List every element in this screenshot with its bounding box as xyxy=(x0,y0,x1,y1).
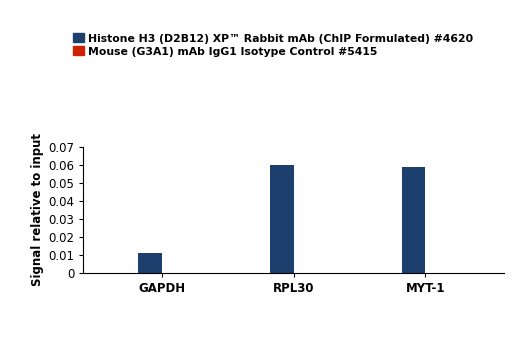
Bar xyxy=(402,167,425,273)
Bar xyxy=(138,253,162,273)
Legend: Histone H3 (D2B12) XP™ Rabbit mAb (ChIP Formulated) #4620, Mouse (G3A1) mAb IgG1: Histone H3 (D2B12) XP™ Rabbit mAb (ChIP … xyxy=(73,33,473,57)
Bar xyxy=(270,165,294,273)
Y-axis label: Signal relative to input: Signal relative to input xyxy=(31,133,44,287)
